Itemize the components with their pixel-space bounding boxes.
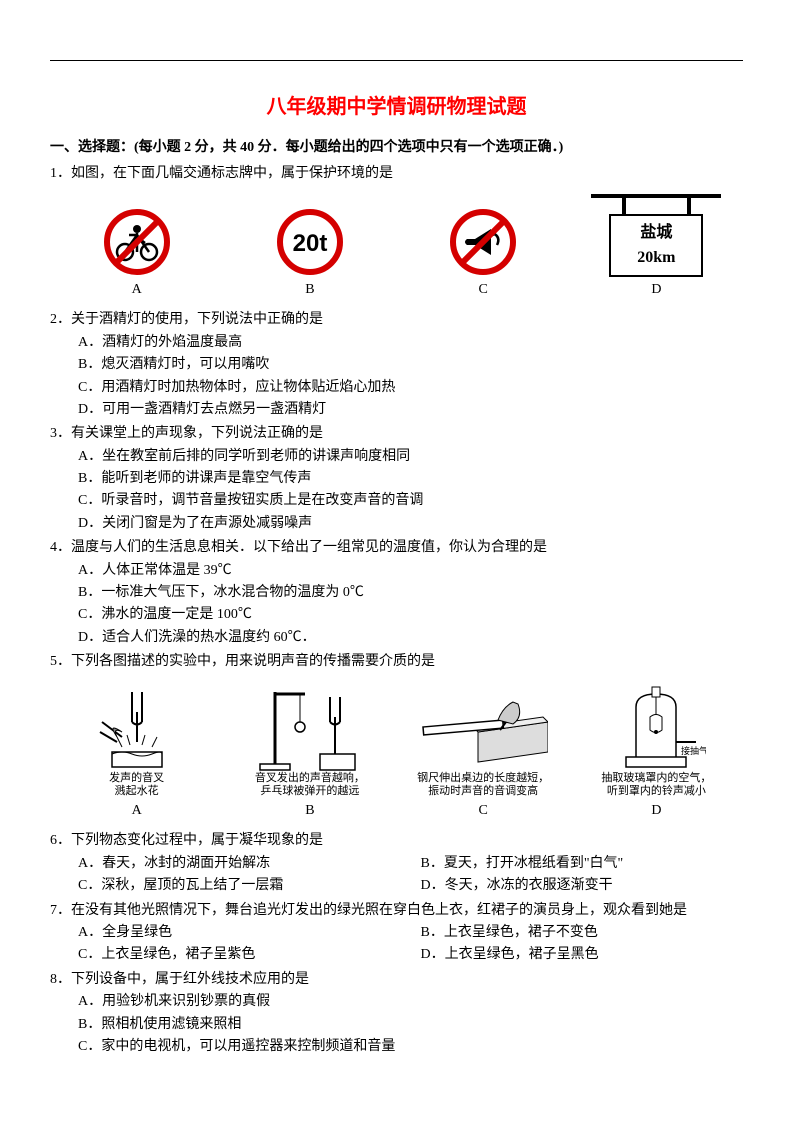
- no-horn-sign-icon: [443, 207, 523, 277]
- q1-option-a: A: [50, 207, 223, 301]
- question-8: 8．下列设备中，属于红外线技术应用的是 A．用验钞机来识别钞票的真假 B．照相机…: [50, 969, 743, 1059]
- distance-sign-icon: 盐城 20km: [591, 194, 721, 277]
- q7-stem: 7．在没有其他光照情况下，舞台追光灯发出的绿光照在穿白色上衣，红裙子的演员身上，…: [50, 900, 743, 922]
- q5-cap-c1: 钢尺伸出桌边的长度越短，: [397, 772, 570, 785]
- q8-stem: 8．下列设备中，属于红外线技术应用的是: [50, 969, 743, 991]
- section-1-header: 一、选择题：(每小题 2 分，共 40 分．每小题给出的四个选项中只有一个选项正…: [50, 137, 743, 159]
- q5-option-b: 音叉发出的声音越响， 乒乓球被弹开的越远 B: [223, 682, 396, 823]
- tuning-fork-water-icon: [82, 682, 192, 772]
- tuning-fork-ball-icon: [250, 682, 370, 772]
- q2-opt-b: B．熄灭酒精灯时，可以用嘴吹: [78, 354, 743, 376]
- q6-opt-c: C．深秋，屋顶的瓦上结了一层霜: [78, 875, 401, 897]
- question-6: 6．下列物态变化过程中，属于凝华现象的是 A．春天，冰封的湖面开始解冻 B．夏天…: [50, 830, 743, 897]
- q8-opt-a: A．用验钞机来识别钞票的真假: [78, 991, 743, 1013]
- q5-label-b: B: [223, 800, 396, 822]
- question-7: 7．在没有其他光照情况下，舞台追光灯发出的绿光照在穿白色上衣，红裙子的演员身上，…: [50, 900, 743, 967]
- q5-cap-b1: 音叉发出的声音越响，: [223, 772, 396, 785]
- q5-cap-d1: 抽取玻璃罩内的空气，: [570, 772, 743, 785]
- q7-opt-a: A．全身呈绿色: [78, 922, 401, 944]
- q3-opt-b: B．能听到老师的讲课声是靠空气传声: [78, 468, 743, 490]
- svg-text:接抽气机: 接抽气机: [681, 745, 706, 756]
- q6-opt-d: D．冬天，冰冻的衣服逐渐变干: [421, 875, 744, 897]
- question-2: 2．关于酒精灯的使用，下列说法中正确的是 A．酒精灯的外焰温度最高 B．熄灭酒精…: [50, 309, 743, 421]
- q1-option-b: 20t B: [223, 207, 396, 301]
- q1-label-a: A: [50, 279, 223, 301]
- q5-option-d: 接抽气机 抽取玻璃罩内的空气， 听到罩内的铃声减小 D: [570, 682, 743, 823]
- q5-cap-a2: 溅起水花: [50, 785, 223, 798]
- q5-label-a: A: [50, 800, 223, 822]
- q1-label-b: B: [223, 279, 396, 301]
- q4-opt-d: D．适合人们洗澡的热水温度约 60℃．: [78, 627, 743, 649]
- q5-stem: 5．下列各图描述的实验中，用来说明声音的传播需要介质的是: [50, 651, 743, 673]
- q1-images: A 20t B C: [50, 194, 743, 302]
- top-rule: [50, 60, 743, 61]
- no-bicycle-sign-icon: [97, 207, 177, 277]
- q8-opt-b: B．照相机使用滤镜来照相: [78, 1014, 743, 1036]
- q2-opt-c: C．用酒精灯时加热物体时，应让物体贴近焰心加热: [78, 377, 743, 399]
- q2-opt-d: D．可用一盏酒精灯去点燃另一盏酒精灯: [78, 399, 743, 421]
- q7-opt-c: C．上衣呈绿色，裙子呈紫色: [78, 944, 401, 966]
- q5-cap-a1: 发声的音叉: [50, 772, 223, 785]
- q5-option-a: 发声的音叉 溅起水花 A: [50, 682, 223, 823]
- q4-opt-a: A．人体正常体温是 39℃: [78, 560, 743, 582]
- q3-opt-c: C．听录音时，调节音量按钮实质上是在改变声音的音调: [78, 490, 743, 512]
- q7-opt-b: B．上衣呈绿色，裙子不变色: [421, 922, 744, 944]
- q1-option-c: C: [397, 207, 570, 301]
- q1-option-d: 盐城 20km D: [570, 194, 743, 302]
- question-1: 1．如图，在下面几幅交通标志牌中，属于保护环境的是 A 20t B: [50, 163, 743, 301]
- page-title: 八年级期中学情调研物理试题: [50, 91, 743, 123]
- svg-text:20t: 20t: [293, 230, 328, 257]
- q2-opt-a: A．酒精灯的外焰温度最高: [78, 332, 743, 354]
- q4-stem: 4．温度与人们的生活息息相关．以下给出了一组常见的温度值，你认为合理的是: [50, 537, 743, 559]
- bell-jar-vacuum-icon: 接抽气机: [606, 682, 706, 772]
- q3-stem: 3．有关课堂上的声现象，下列说法正确的是: [50, 423, 743, 445]
- q6-opt-a: A．春天，冰封的湖面开始解冻: [78, 853, 401, 875]
- q1-sign-d-line2: 20km: [611, 245, 701, 271]
- q6-stem: 6．下列物态变化过程中，属于凝华现象的是: [50, 830, 743, 852]
- q1-sign-d-line1: 盐城: [611, 220, 701, 246]
- q5-images: 发声的音叉 溅起水花 A 音叉发出的声音越响， 乒乓球被弹开的越远 B: [50, 682, 743, 823]
- q5-cap-b2: 乒乓球被弹开的越远: [223, 785, 396, 798]
- q4-opt-b: B．一标准大气压下，冰水混合物的温度为 0℃: [78, 582, 743, 604]
- q3-opt-a: A．坐在教室前后排的同学听到老师的讲课声响度相同: [78, 446, 743, 468]
- q3-opt-d: D．关闭门窗是为了在声源处减弱噪声: [78, 513, 743, 535]
- q7-opt-d: D．上衣呈绿色，裙子呈黑色: [421, 944, 744, 966]
- q5-label-d: D: [570, 800, 743, 822]
- q5-cap-c2: 振动时声音的音调变高: [397, 785, 570, 798]
- q2-stem: 2．关于酒精灯的使用，下列说法中正确的是: [50, 309, 743, 331]
- question-5: 5．下列各图描述的实验中，用来说明声音的传播需要介质的是 发声的音叉 溅起水花 …: [50, 651, 743, 822]
- q8-opt-c: C．家中的电视机，可以用遥控器来控制频道和音量: [78, 1036, 743, 1058]
- ruler-table-icon: [418, 682, 548, 772]
- q1-stem: 1．如图，在下面几幅交通标志牌中，属于保护环境的是: [50, 163, 743, 185]
- q1-label-c: C: [397, 279, 570, 301]
- question-4: 4．温度与人们的生活息息相关．以下给出了一组常见的温度值，你认为合理的是 A．人…: [50, 537, 743, 649]
- question-3: 3．有关课堂上的声现象，下列说法正确的是 A．坐在教室前后排的同学听到老师的讲课…: [50, 423, 743, 535]
- q1-label-d: D: [570, 279, 743, 301]
- q5-label-c: C: [397, 800, 570, 822]
- q6-opt-b: B．夏天，打开冰棍纸看到"白气": [421, 853, 744, 875]
- weight-limit-sign-icon: 20t: [270, 207, 350, 277]
- q5-option-c: 钢尺伸出桌边的长度越短， 振动时声音的音调变高 C: [397, 682, 570, 823]
- q5-cap-d2: 听到罩内的铃声减小: [570, 785, 743, 798]
- q4-opt-c: C．沸水的温度一定是 100℃: [78, 604, 743, 626]
